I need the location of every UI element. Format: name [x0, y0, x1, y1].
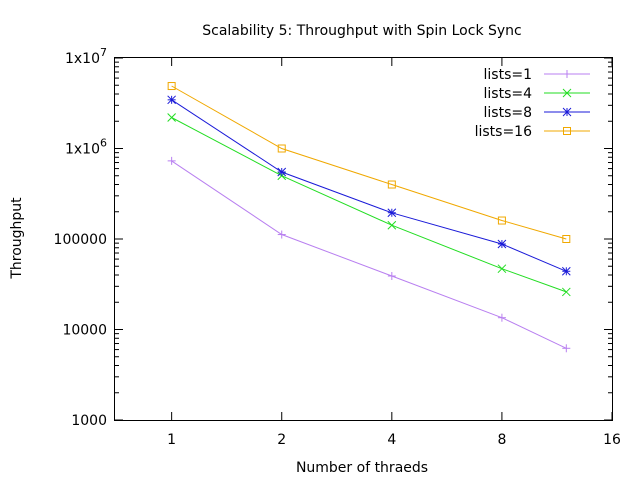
- series-line-4: [171, 85, 567, 240]
- legend-label: lists=4: [484, 86, 533, 102]
- y-tick-label: 1000: [71, 413, 107, 429]
- x-tick-label: 1: [167, 432, 176, 448]
- x-tick-label: 16: [603, 432, 621, 448]
- data-point: [387, 208, 397, 218]
- data-point: [387, 272, 396, 281]
- legend: lists=1 lists=4 lists=8 lists=16: [475, 67, 590, 140]
- data-point: [562, 344, 571, 353]
- data-point: [277, 144, 286, 153]
- x-tick-label: 4: [387, 432, 396, 448]
- data-point: [167, 82, 176, 91]
- data-point: [387, 220, 397, 230]
- data-point: [167, 95, 177, 105]
- data-point: [277, 230, 286, 239]
- data-point: [167, 113, 177, 122]
- data-point: [561, 287, 571, 297]
- y-tick-label: 1x106: [65, 137, 107, 158]
- legend-label: lists=1: [484, 67, 533, 83]
- legend-marker: [563, 70, 571, 78]
- x-tick-label: 2: [277, 432, 286, 448]
- x-axis: 1 2 4 8 16: [167, 58, 621, 448]
- data-point: [387, 180, 396, 189]
- x-axis-label: Number of thraeds: [296, 460, 428, 476]
- y-axis: 1000 10000 100000 1x106 1x107: [54, 46, 612, 429]
- data-point: [497, 216, 506, 225]
- legend-marker: [562, 107, 572, 117]
- chart-title: Scalability 5: Throughput with Spin Lock…: [202, 23, 522, 39]
- series-layer: [167, 82, 571, 353]
- data-point: [562, 235, 571, 243]
- series-line-1: [171, 160, 567, 349]
- legend-marker: [563, 127, 571, 135]
- data-point: [497, 313, 506, 322]
- data-point: [497, 264, 507, 274]
- data-point: [277, 167, 287, 177]
- data-point: [167, 156, 176, 165]
- legend-label: lists=8: [484, 105, 533, 121]
- legend-marker: [562, 88, 572, 98]
- x-tick-label: 8: [497, 432, 506, 448]
- plot-frame: [114, 57, 613, 421]
- data-point: [561, 266, 571, 276]
- y-tick-label: 1x107: [65, 46, 107, 67]
- y-tick-label: 10000: [62, 323, 107, 339]
- y-axis-label: Throughput: [9, 197, 25, 280]
- y-tick-label: 100000: [54, 232, 107, 248]
- data-point: [497, 239, 507, 249]
- legend-label: lists=16: [475, 124, 532, 140]
